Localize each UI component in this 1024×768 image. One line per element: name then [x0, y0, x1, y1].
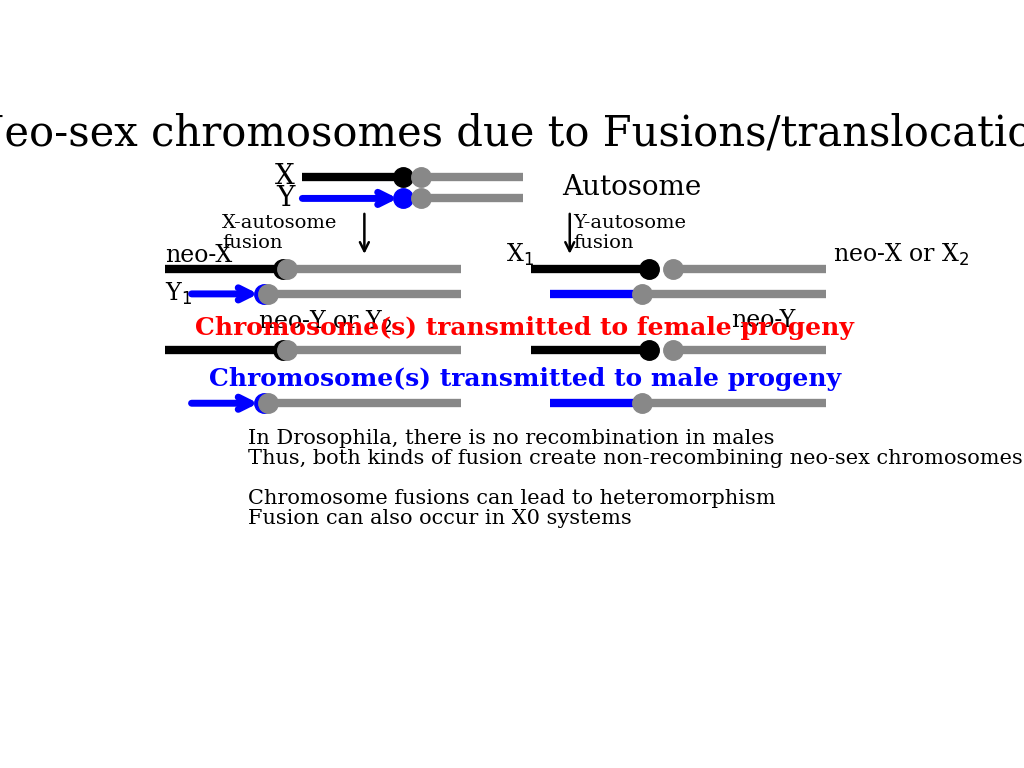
Text: Thus, both kinds of fusion create non-recombining neo-sex chromosomes: Thus, both kinds of fusion create non-re… [248, 449, 1023, 468]
Text: X: X [274, 164, 295, 190]
Text: Y: Y [276, 185, 295, 212]
Text: X-autosome
fusion: X-autosome fusion [222, 214, 337, 253]
Text: neo-Y or Y$_2$: neo-Y or Y$_2$ [258, 310, 393, 336]
Text: In Drosophila, there is no recombination in males: In Drosophila, there is no recombination… [248, 429, 774, 449]
Text: neo-X or X$_2$: neo-X or X$_2$ [834, 242, 970, 269]
Text: Y-autosome
fusion: Y-autosome fusion [573, 214, 687, 253]
Text: Chromosome(s) transmitted to male progeny: Chromosome(s) transmitted to male progen… [209, 366, 841, 391]
Text: neo-Y: neo-Y [731, 310, 796, 333]
Text: neo-X: neo-X [165, 244, 232, 267]
Text: Chromosome fusions can lead to heteromorphism: Chromosome fusions can lead to heteromor… [248, 489, 776, 508]
Text: Autosome: Autosome [562, 174, 701, 201]
Text: Neo-sex chromosomes due to Fusions/translocations: Neo-sex chromosomes due to Fusions/trans… [0, 112, 1024, 154]
Text: X$_1$: X$_1$ [506, 242, 535, 269]
Text: Fusion can also occur in X0 systems: Fusion can also occur in X0 systems [248, 509, 632, 528]
Text: Y$_1$: Y$_1$ [165, 281, 193, 307]
Text: Chromosome(s) transmitted to female progeny: Chromosome(s) transmitted to female prog… [196, 316, 854, 339]
